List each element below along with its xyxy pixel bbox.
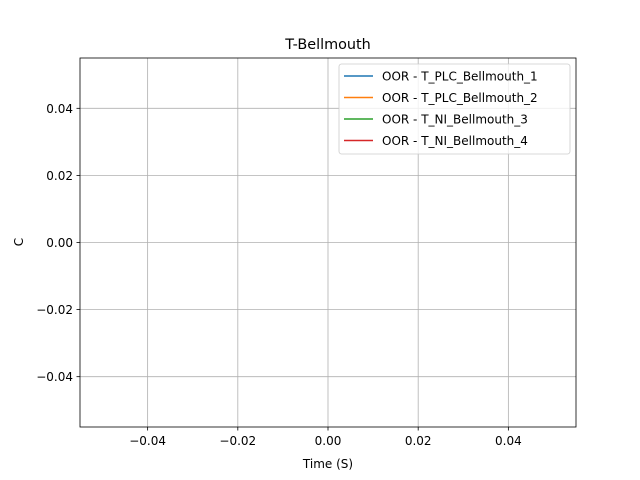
x-tick-label: 0.02 (405, 434, 432, 448)
x-tick-label: 0.00 (315, 434, 342, 448)
y-axis-label: C (12, 238, 26, 246)
y-tick-label: 0.02 (46, 169, 73, 183)
x-axis-label: Time (S) (302, 457, 353, 471)
x-tick-label: 0.04 (495, 434, 522, 448)
y-tick-label: 0.00 (46, 236, 73, 250)
legend-label: OOR - T_PLC_Bellmouth_2 (382, 91, 538, 105)
x-tick-label: −0.04 (129, 434, 166, 448)
legend-box (338, 63, 571, 155)
y-tick-label: 0.04 (46, 102, 73, 116)
ticks: −0.04 −0.02 0.00 0.02 0.04 −0.04 −0.02 0.00 0.02… (36, 102, 522, 448)
y-tick-label: −0.02 (36, 303, 73, 317)
legend-label: OOR - T_PLC_Bellmouth_1 (382, 70, 538, 84)
legend: OOR - T_PLC_Bellmouth_1 OOR - T_PLC_Bellm… (338, 63, 571, 155)
y-tick-label: −0.04 (36, 370, 73, 384)
chart-title: T-Bellmouth (284, 37, 371, 53)
legend-label: OOR - T_NI_Bellmouth_4 (382, 134, 528, 148)
legend-label: OOR - T_NI_Bellmouth_3 (382, 113, 528, 127)
x-tick-label: −0.02 (219, 434, 256, 448)
